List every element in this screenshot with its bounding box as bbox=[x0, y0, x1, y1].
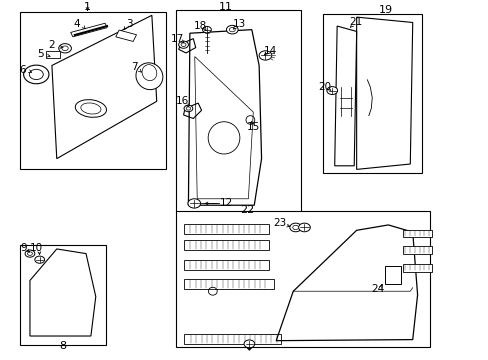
Bar bbox=[46, 51, 60, 58]
Text: 14: 14 bbox=[263, 46, 276, 56]
Bar bbox=[384, 266, 400, 284]
Bar bbox=[403, 246, 431, 253]
Text: 5: 5 bbox=[37, 49, 44, 59]
Text: 1: 1 bbox=[84, 3, 91, 13]
Text: 17: 17 bbox=[170, 33, 183, 44]
Bar bbox=[20, 245, 105, 345]
Circle shape bbox=[59, 44, 71, 53]
Circle shape bbox=[181, 43, 185, 46]
Text: 18: 18 bbox=[194, 21, 207, 31]
Text: 13: 13 bbox=[232, 19, 246, 29]
Circle shape bbox=[23, 65, 49, 84]
Bar bbox=[183, 279, 273, 289]
Text: 7: 7 bbox=[131, 62, 138, 72]
Text: 24: 24 bbox=[370, 284, 384, 294]
Text: 11: 11 bbox=[219, 2, 232, 12]
Circle shape bbox=[187, 199, 200, 208]
Text: 6: 6 bbox=[19, 65, 25, 75]
Text: 3: 3 bbox=[126, 19, 133, 29]
Circle shape bbox=[186, 107, 190, 110]
Bar bbox=[183, 334, 281, 344]
Bar bbox=[322, 14, 422, 173]
Bar bbox=[71, 23, 107, 37]
Bar bbox=[20, 12, 166, 170]
Text: 15: 15 bbox=[246, 122, 259, 132]
Circle shape bbox=[226, 25, 238, 34]
Bar bbox=[183, 240, 268, 250]
Text: 21: 21 bbox=[348, 18, 362, 27]
Bar bbox=[403, 230, 431, 238]
Text: 16: 16 bbox=[175, 96, 188, 106]
Bar bbox=[176, 10, 300, 212]
Circle shape bbox=[62, 46, 68, 51]
Circle shape bbox=[178, 41, 188, 48]
Bar bbox=[116, 30, 136, 41]
Circle shape bbox=[27, 252, 32, 255]
Bar bbox=[176, 211, 429, 347]
Text: 10: 10 bbox=[30, 243, 43, 253]
Text: 8: 8 bbox=[59, 341, 66, 351]
Text: 23: 23 bbox=[272, 218, 285, 228]
Circle shape bbox=[202, 26, 211, 33]
Text: 20: 20 bbox=[318, 82, 331, 92]
Circle shape bbox=[35, 256, 44, 263]
Text: 12: 12 bbox=[219, 198, 232, 208]
Circle shape bbox=[292, 225, 298, 230]
Circle shape bbox=[25, 250, 35, 257]
Text: 2: 2 bbox=[48, 40, 55, 50]
Circle shape bbox=[244, 340, 254, 348]
Circle shape bbox=[298, 223, 310, 232]
Text: 19: 19 bbox=[378, 5, 392, 15]
Bar bbox=[403, 264, 431, 271]
Text: 4: 4 bbox=[74, 19, 81, 29]
Circle shape bbox=[259, 51, 271, 60]
Text: 9: 9 bbox=[20, 243, 27, 253]
Ellipse shape bbox=[142, 64, 157, 81]
Bar bbox=[183, 260, 268, 270]
Circle shape bbox=[183, 105, 192, 112]
Circle shape bbox=[29, 69, 43, 80]
Ellipse shape bbox=[136, 63, 163, 90]
Text: 22: 22 bbox=[239, 204, 254, 215]
Polygon shape bbox=[246, 348, 251, 350]
Circle shape bbox=[229, 27, 235, 32]
Circle shape bbox=[289, 223, 301, 232]
Bar bbox=[183, 224, 268, 234]
Circle shape bbox=[326, 87, 337, 95]
